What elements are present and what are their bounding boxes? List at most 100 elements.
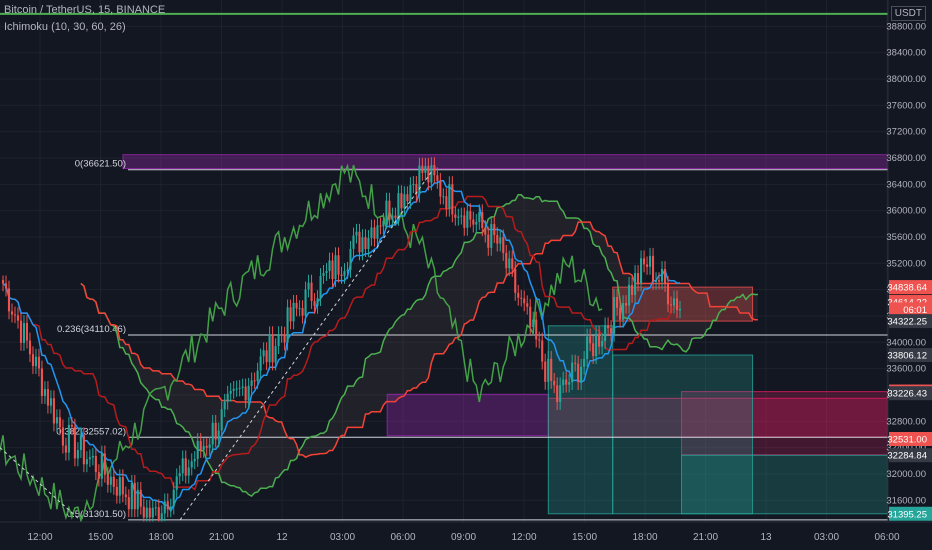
time-tick-label: 15:00 <box>572 532 597 543</box>
candle-body <box>121 477 124 495</box>
currency-badge[interactable]: USDT <box>890 6 926 21</box>
candle-body <box>541 340 544 362</box>
candle-body <box>232 388 235 391</box>
candle-body <box>538 339 541 341</box>
candle-body <box>220 409 223 431</box>
candle-body <box>565 379 568 385</box>
candle-body <box>469 211 472 220</box>
candle-body <box>4 283 8 289</box>
candle-body <box>310 282 313 301</box>
candle-body <box>184 458 187 476</box>
candle-body <box>103 453 106 475</box>
candle-body <box>40 368 43 396</box>
candle-body <box>28 340 32 355</box>
candle-body <box>616 297 619 308</box>
candle-body <box>151 507 154 518</box>
candle-body <box>325 270 328 273</box>
candle-body <box>211 422 214 445</box>
candle-body <box>19 320 23 343</box>
time-tick-label: 18:00 <box>148 532 173 543</box>
price-tick-label: 32000.00 <box>886 469 926 480</box>
time-axis <box>0 522 932 550</box>
candle-body <box>421 165 424 173</box>
candle-body <box>481 212 484 229</box>
price-tag-label: 06:01 <box>903 305 927 316</box>
candle-body <box>16 315 20 321</box>
candle-body <box>409 185 412 201</box>
candle-body <box>556 385 559 402</box>
zone-rect <box>122 154 889 170</box>
candle-body <box>412 183 415 186</box>
candle-body <box>463 215 466 228</box>
candle-body <box>256 370 259 382</box>
candle-body <box>448 184 451 209</box>
price-tag-label: 33226.43 <box>887 389 927 400</box>
candle-body <box>430 165 433 183</box>
price-tag-label: 34322.25 <box>887 317 927 328</box>
candle-body <box>259 356 262 371</box>
candle-body <box>136 489 139 510</box>
candle-body <box>466 211 469 228</box>
candle-body <box>52 398 55 424</box>
candle-body <box>31 354 35 367</box>
candle-body <box>478 212 481 222</box>
price-tick-label: 38400.00 <box>886 48 926 59</box>
candle-body <box>61 427 64 446</box>
candle-body <box>316 298 319 306</box>
candle-body <box>340 274 343 276</box>
candle-body <box>592 343 595 357</box>
candle-body <box>460 215 463 217</box>
candle-body <box>424 165 427 173</box>
candle-body <box>358 231 361 253</box>
candle-body <box>553 380 556 386</box>
candle-body <box>124 494 127 498</box>
candle-body <box>672 298 676 306</box>
candle-body <box>415 183 418 195</box>
candle-body <box>367 237 370 250</box>
candle-body <box>454 214 457 218</box>
candle-body <box>250 380 253 386</box>
candle-body <box>663 269 667 285</box>
candle-body <box>196 440 199 459</box>
candle-body <box>70 424 73 427</box>
indicator-legend[interactable]: Ichimoku (10, 30, 60, 26) <box>4 21 126 33</box>
candle-body <box>529 306 532 328</box>
candle-body <box>244 386 247 401</box>
candle-body <box>502 237 505 253</box>
candle-body <box>400 193 403 209</box>
candle-body <box>493 224 496 236</box>
candle-body <box>43 389 46 396</box>
candle-body <box>583 358 586 367</box>
candle-body <box>307 282 310 290</box>
candle-body <box>238 387 241 389</box>
candle-body <box>109 476 112 485</box>
candle-body <box>247 385 250 401</box>
price-tag <box>889 302 932 317</box>
candle-body <box>274 346 277 363</box>
candle-body <box>586 336 589 359</box>
candle-body <box>160 513 163 521</box>
candle-body <box>235 388 238 390</box>
candle-body <box>304 289 307 316</box>
candle-body <box>601 341 604 347</box>
fib-label: 0.236(34110.46) <box>57 324 126 335</box>
price-tag <box>889 506 932 521</box>
price-tick-label: 32800.00 <box>886 416 926 427</box>
price-tick-label: 36400.00 <box>886 179 926 190</box>
candle-body <box>433 165 436 176</box>
candle-body <box>346 269 349 272</box>
candle-body <box>223 401 226 410</box>
time-tick-label: 15:00 <box>88 532 113 543</box>
candle-body <box>334 255 337 280</box>
time-tick-label: 12 <box>276 532 288 543</box>
candle-body <box>666 284 670 305</box>
candle-body <box>643 258 646 265</box>
candle-body <box>64 445 67 453</box>
candle-body <box>205 446 208 448</box>
price-tick-label: 38800.00 <box>886 21 926 32</box>
price-tick-label: 35200.00 <box>886 258 926 269</box>
price-tag-label: 32284.84 <box>887 451 927 462</box>
candle-body <box>94 455 97 473</box>
